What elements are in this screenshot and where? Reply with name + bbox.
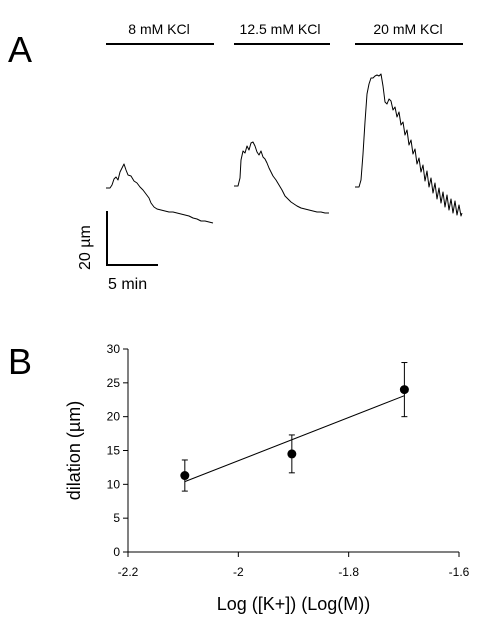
x-ticks: -2.2 -2 -1.8 -1.6 xyxy=(118,552,470,579)
y-tick-label: 15 xyxy=(107,444,121,458)
x-tick-label: -1.6 xyxy=(449,565,470,579)
y-tick-label: 10 xyxy=(107,477,121,491)
x-tick-label: -2.2 xyxy=(118,565,139,579)
scale-bar xyxy=(106,211,158,266)
condition-labels: 8 mM KCl 12.5 mM KCl 20 mM KCl xyxy=(128,21,442,37)
data-point xyxy=(399,385,409,395)
y-tick-label: 5 xyxy=(113,511,120,525)
scale-bar-horizontal-label: 5 min xyxy=(108,276,147,293)
trace-20mM xyxy=(355,73,463,217)
data-point xyxy=(180,471,190,481)
panel-a-label: A xyxy=(8,29,32,70)
scale-bar-vertical-label: 20 µm xyxy=(77,225,94,270)
y-tick-label: 30 xyxy=(107,342,121,356)
y-tick-label: 20 xyxy=(107,410,121,424)
trace-8mM xyxy=(106,163,214,224)
y-tick-label: 0 xyxy=(113,545,120,559)
panel-b-label: B xyxy=(8,341,32,382)
dilation-chart: -2.2 -2 -1.8 -1.6 0 5 10 15 20 25 30 Log ([K+]) (… xyxy=(64,342,470,614)
x-axis-title: Log ([K+]) (Log(M)) xyxy=(217,594,371,614)
condition-label-20mM: 20 mM KCl xyxy=(373,21,442,37)
y-axis-title: dilation (µm) xyxy=(64,401,84,500)
x-tick-label: -1.8 xyxy=(338,565,359,579)
data-points xyxy=(180,362,409,492)
data-point xyxy=(287,449,297,459)
y-tick-label: 25 xyxy=(107,376,121,390)
x-tick-label: -2 xyxy=(233,565,244,579)
trace-12-5mM xyxy=(234,141,329,214)
diameter-traces xyxy=(106,73,463,224)
condition-label-8mM: 8 mM KCl xyxy=(128,21,189,37)
y-ticks: 0 5 10 15 20 25 30 xyxy=(107,342,128,559)
condition-label-12-5mM: 12.5 mM KCl xyxy=(240,21,321,37)
fit-line xyxy=(184,395,405,483)
